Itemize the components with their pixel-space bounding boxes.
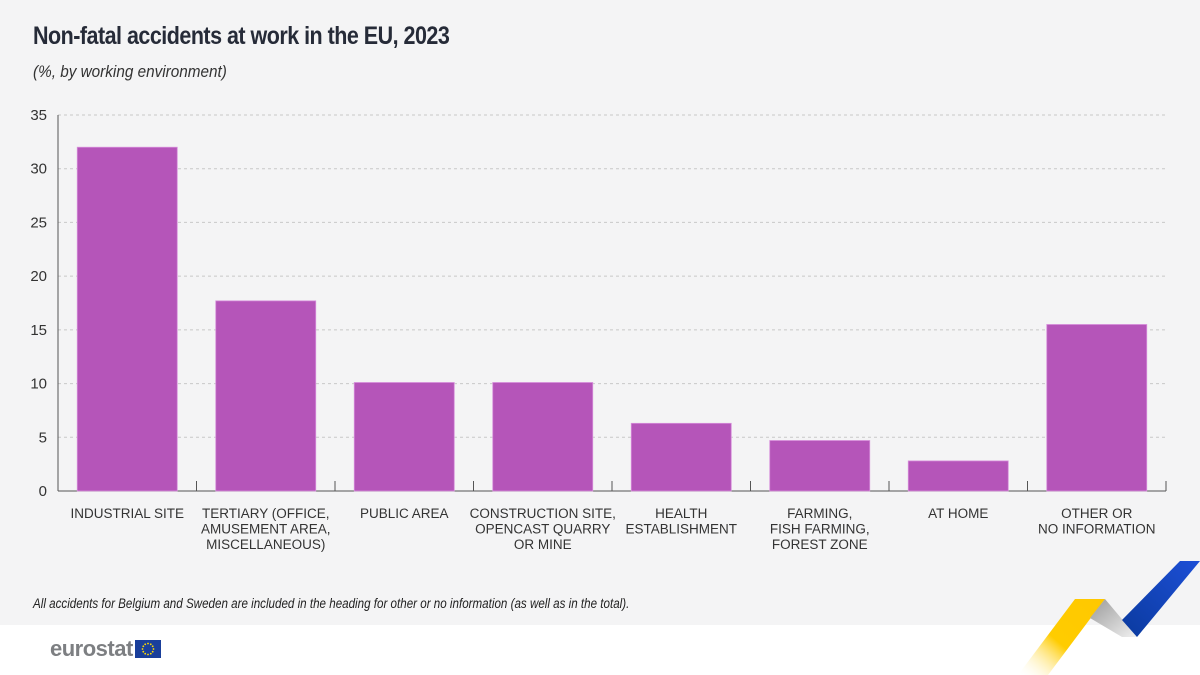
x-category-label: PUBLIC AREA [360, 506, 449, 521]
x-category-label: FOREST ZONE [772, 537, 868, 552]
y-tick-label: 20 [30, 268, 47, 285]
y-tick-label: 25 [30, 214, 47, 231]
bar [907, 460, 1009, 492]
x-category-label: ESTABLISHMENT [625, 522, 737, 537]
y-tick-label: 15 [30, 322, 47, 339]
x-category-label: OTHER OR [1061, 506, 1133, 521]
x-category-label: INDUSTRIAL SITE [70, 506, 184, 521]
footnote: All accidents for Belgium and Sweden are… [33, 596, 630, 611]
y-tick-label: 5 [39, 429, 47, 446]
y-tick-label: 30 [30, 161, 47, 178]
eurostat-logo: eurostat [50, 636, 161, 662]
bar [215, 300, 317, 492]
chart-panel [0, 0, 1200, 625]
bar [76, 146, 178, 492]
chart-title: Non-fatal accidents at work in the EU, 2… [33, 22, 450, 50]
x-category-label: NO INFORMATION [1038, 522, 1156, 537]
x-category-label: AT HOME [928, 506, 988, 521]
bar [492, 382, 594, 492]
eu-flag-icon [134, 640, 161, 658]
x-category-label: FISH FARMING, [770, 522, 870, 537]
bar [1046, 324, 1148, 492]
x-category-label: TERTIARY (OFFICE, [202, 506, 330, 521]
x-category-label: HEALTH [655, 506, 707, 521]
x-category-label: MISCELLANEOUS) [206, 537, 325, 552]
y-tick-label: 35 [30, 107, 47, 124]
y-tick-label: 10 [30, 376, 47, 393]
logo-text: eurostat [50, 636, 133, 661]
bar [353, 382, 455, 492]
x-category-label: CONSTRUCTION SITE, [470, 506, 616, 521]
y-tick-label: 0 [39, 483, 47, 500]
bar-chart: 0 5 10 15 20 25 30 35 INDUSTRIAL SITE TERTIARY (O… [30, 107, 1167, 552]
chart-subtitle: (%, by working environment) [33, 62, 227, 81]
eurostat-ribbon-decoration [1018, 561, 1200, 675]
bar [769, 440, 871, 492]
x-category-label: OPENCAST QUARRY [475, 522, 610, 537]
bar [630, 422, 732, 492]
x-category-label: AMUSEMENT AREA, [201, 522, 331, 537]
x-category-label: FARMING, [787, 506, 852, 521]
x-category-label: OR MINE [514, 537, 572, 552]
